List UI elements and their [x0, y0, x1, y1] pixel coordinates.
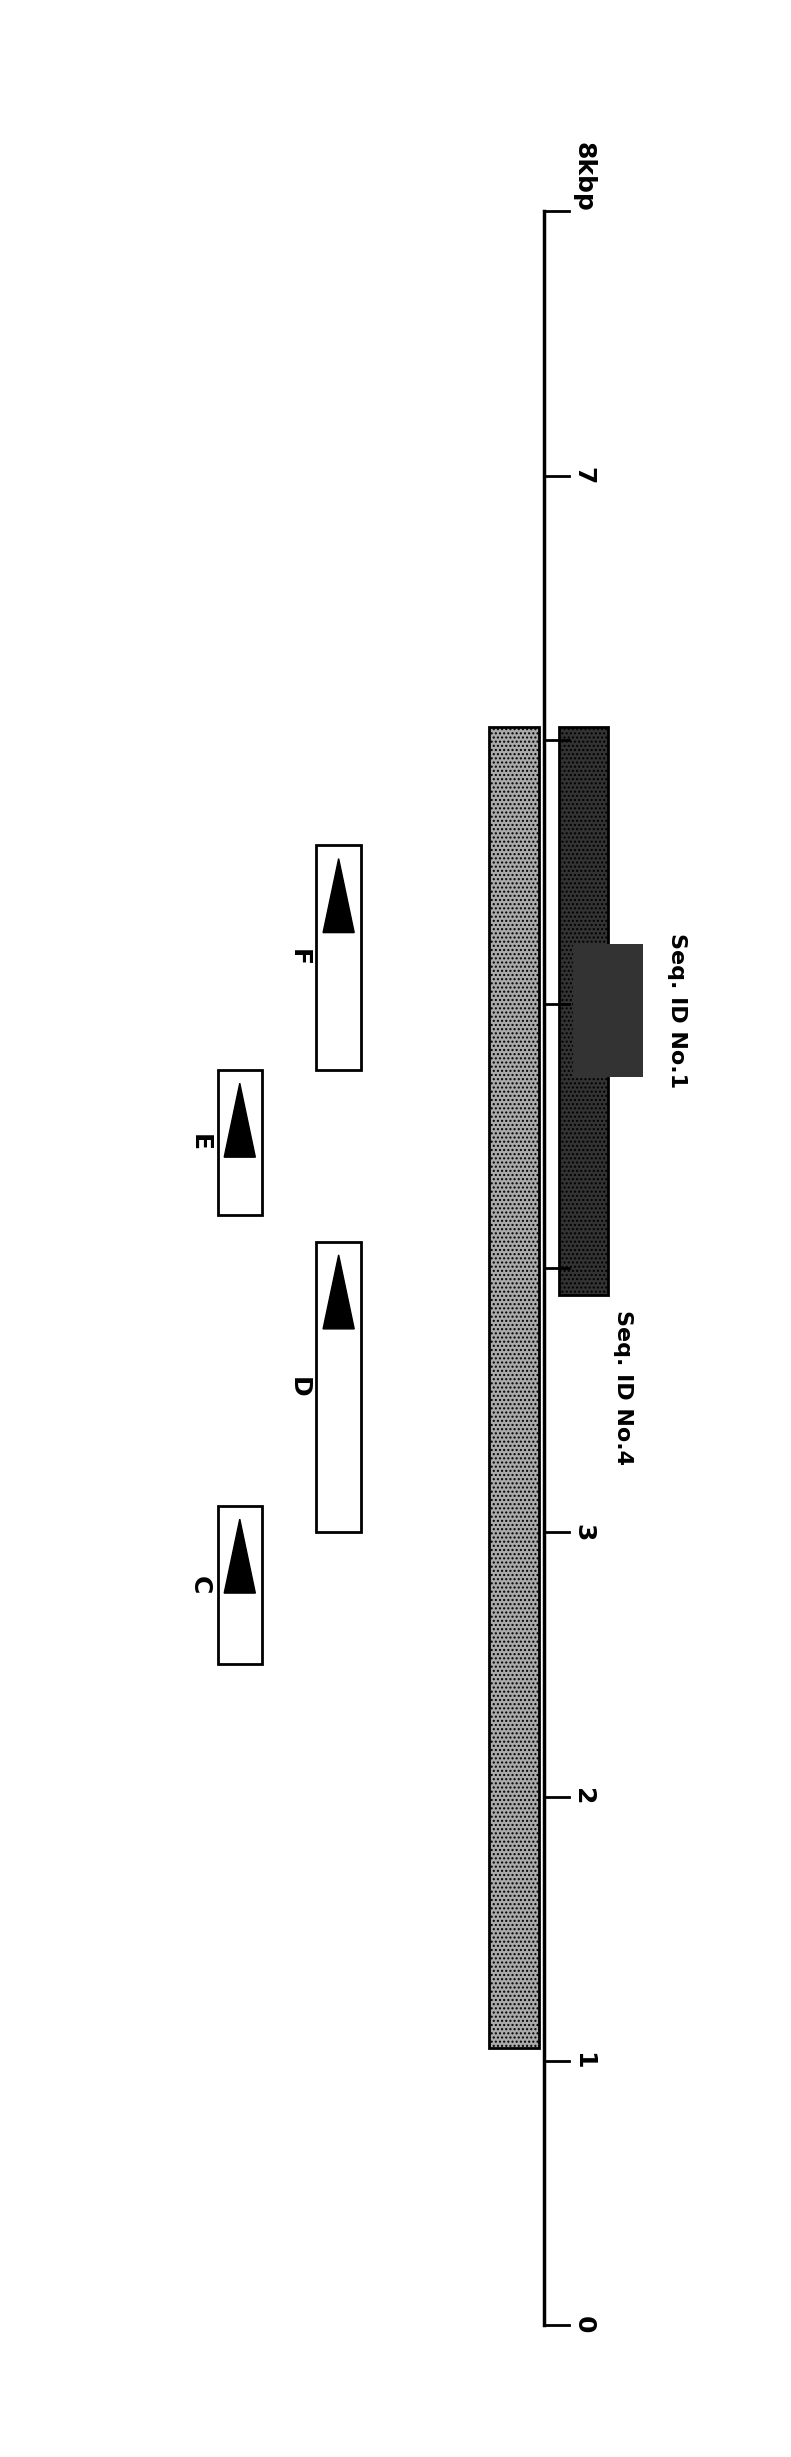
Bar [573, 943, 643, 1076]
Bar [558, 727, 608, 1295]
Text: 8kbp: 8kbp [571, 143, 596, 211]
Text: 1: 1 [571, 2052, 596, 2069]
Text: 4: 4 [571, 1260, 596, 1278]
Text: C: C [187, 1575, 212, 1595]
Text: 7: 7 [571, 467, 596, 484]
Bar [316, 845, 361, 1069]
Text: 0: 0 [571, 2317, 596, 2334]
Text: Seq. ID No.4: Seq. ID No.4 [613, 1310, 633, 1464]
Bar [490, 727, 539, 2047]
Text: F: F [286, 948, 311, 966]
Text: Seq. ID No.1: Seq. ID No.1 [668, 934, 687, 1088]
Text: D: D [286, 1376, 311, 1398]
Text: 5: 5 [571, 995, 596, 1012]
Text: E: E [187, 1135, 212, 1152]
Bar [218, 1506, 262, 1663]
Bar [218, 1069, 262, 1216]
Text: 2: 2 [571, 1789, 596, 1806]
Polygon shape [224, 1084, 255, 1157]
Text: 3: 3 [571, 1523, 596, 1541]
Text: 6: 6 [571, 732, 596, 749]
Polygon shape [323, 857, 354, 934]
Polygon shape [323, 1256, 354, 1329]
Polygon shape [224, 1518, 255, 1592]
Bar [316, 1241, 361, 1533]
